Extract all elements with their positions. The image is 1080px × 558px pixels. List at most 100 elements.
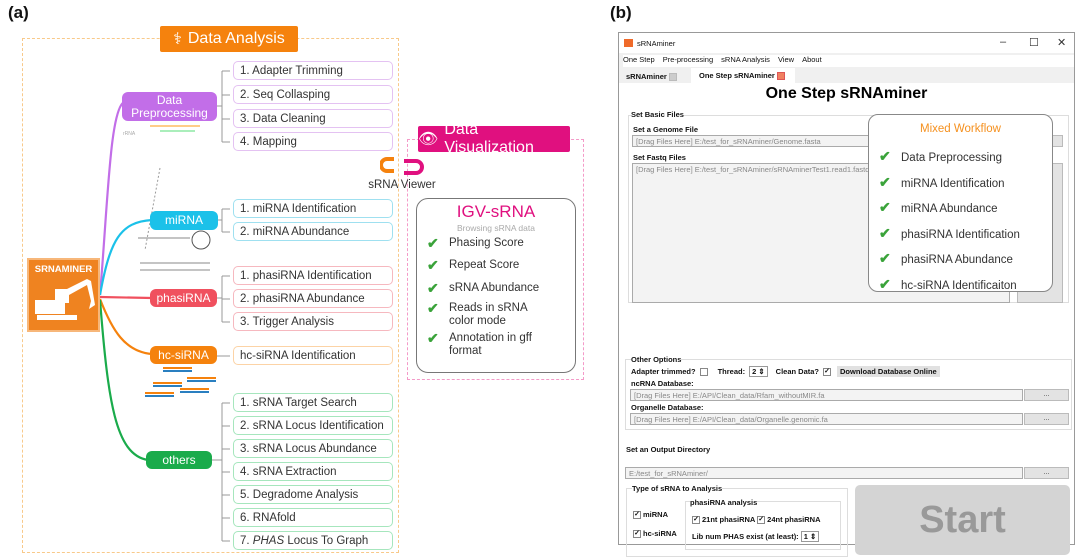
feature-label: Annotation in gff format — [449, 332, 532, 357]
igv-title: IGV-sRNA — [456, 202, 536, 221]
phasirna-group — [685, 501, 841, 550]
workflow-item: ✔ hc-siRNA Identificaiton — [879, 273, 1052, 299]
hc-sirna-checkbox[interactable]: ✓ hc-siRNA — [633, 529, 677, 539]
menu-one-step[interactable]: One Step — [623, 55, 655, 64]
feature-label: sRNA Abundance — [449, 282, 540, 294]
menu-bar: One Step Pre-processing sRNA Analysis Vi… — [623, 55, 1074, 67]
step-item: 1. Adapter Trimming — [233, 61, 393, 80]
check-icon: ✔ — [427, 280, 439, 296]
close-icon[interactable]: ✕ — [1057, 37, 1067, 49]
mixed-workflow-title: Mixed Workflow — [920, 123, 1001, 135]
step-item: 1. phasiRNA Identification — [233, 266, 393, 285]
ncrna-input[interactable]: [Drag Files Here] E:/API/Clean_data/Rfam… — [630, 389, 1023, 401]
tab-content: One Step sRNAminer Set Basic Files Set a… — [619, 83, 1074, 557]
data-analysis-badge: ⚕ Data Analysis — [160, 26, 298, 52]
group-title: Type of sRNA to Analysis — [632, 484, 723, 493]
tab-close-icon[interactable] — [776, 72, 785, 81]
eye-icon: 👁 — [418, 131, 439, 148]
check-icon: ✔ — [879, 173, 891, 190]
data-visualization-badge: 👁 Data Visualization — [418, 121, 570, 156]
branch-phasirna: phasiRNA — [150, 289, 217, 307]
feature-item: ✔ Repeat Score — [427, 257, 575, 282]
branch-others: others — [146, 451, 212, 469]
workflow-item: ✔ phasiRNA Identification — [879, 222, 1052, 248]
mixed-workflow-overlay: Mixed Workflow ✔ Data Preprocessing ✔ miRN… — [868, 114, 1053, 292]
organelle-label: Organelle Database: — [631, 403, 704, 412]
item-italic: PHAS — [252, 534, 285, 547]
feature-item: ✔ Phasing Score — [427, 235, 575, 259]
srna-viewer-label: sRNA Viewer — [368, 179, 436, 191]
feature-label: Phasing Score — [449, 237, 524, 249]
link-icon — [380, 157, 424, 175]
step-item: 4. Mapping — [233, 132, 393, 151]
feature-label: Repeat Score — [449, 259, 520, 271]
step-item: 5. Degradome Analysis — [233, 485, 393, 504]
nt21-checkbox[interactable]: ✓ 21nt phasiRNA — [692, 515, 756, 525]
app-icon — [624, 39, 633, 47]
branch-data-preprocessing: Data Preprocessing — [122, 92, 217, 121]
adapter-checkbox[interactable] — [699, 367, 708, 376]
check-icon: ✔ — [879, 148, 891, 164]
feature-label: Reads in sRNA color mode — [449, 302, 527, 327]
output-input[interactable]: E:/test_for_sRNAminer/ — [625, 467, 1023, 479]
tab-srnaminer[interactable]: sRNAminer — [623, 70, 682, 83]
other-options-group — [625, 359, 1072, 430]
igv-srna-card: IGV-sRNA Browsing sRNA data ✔ Phasing Sco… — [416, 198, 576, 373]
ncrna-label: ncRNA Database: — [631, 379, 694, 388]
step-item: 1. miRNA Identification — [233, 199, 393, 218]
step-item: 3. Data Cleaning — [233, 109, 393, 128]
workflow-item: ✔ miRNA Abundance — [879, 196, 1052, 222]
check-icon: ✔ — [879, 250, 891, 266]
group-title: Other Options — [631, 355, 682, 364]
feature-item: ✔ Annotation in gff format — [427, 330, 557, 358]
step-item: 6. RNAfold — [233, 508, 393, 527]
menu-srna-analysis[interactable]: sRNA Analysis — [721, 55, 770, 64]
dna-icon: ⚕ — [173, 31, 182, 48]
lib-num-row: Lib num PHAS exist (at least): 1 ⇕ — [692, 531, 820, 542]
feature-item: ✔ Reads in sRNA color mode — [427, 300, 547, 332]
check-icon: ✔ — [879, 275, 891, 292]
tab-close-icon[interactable] — [668, 73, 677, 82]
menu-view[interactable]: View — [777, 55, 795, 64]
start-button[interactable]: Start — [855, 485, 1070, 555]
check-icon: ✔ — [427, 300, 439, 316]
data-visualization-title: Data Visualization — [444, 121, 534, 156]
data-analysis-title: Data Analysis — [187, 30, 285, 47]
check-icon: ✔ — [427, 235, 439, 251]
rrna-label: rRNA — [123, 131, 136, 137]
output-browse-button[interactable]: ... — [1024, 467, 1069, 479]
title-bar: sRNAminer – ☐ ✕ — [619, 33, 1074, 53]
step-item: 3. sRNA Locus Abundance — [233, 439, 393, 458]
srnaminer-window: sRNAminer – ☐ ✕ One Step Pre-processing … — [618, 32, 1075, 557]
branch-mirna: miRNA — [150, 211, 218, 230]
output-label: Set an Output Directory — [626, 445, 711, 454]
organelle-browse-button[interactable]: ... — [1024, 413, 1069, 425]
menu-pre-processing[interactable]: Pre-processing — [662, 55, 714, 64]
minimize-icon[interactable]: – — [1000, 36, 1007, 48]
item-suffix: Locus To Graph — [284, 534, 369, 547]
clean-data-checkbox[interactable]: ✓ — [823, 367, 832, 376]
step-item: 3. Trigger Analysis — [233, 312, 393, 331]
organelle-input[interactable]: [Drag Files Here] E:/API/Clean_data/Orga… — [630, 413, 1023, 425]
ncrna-browse-button[interactable]: ... — [1024, 389, 1069, 401]
fastq-label: Set Fastq Files — [633, 153, 686, 162]
step-item: 4. sRNA Extraction — [233, 462, 393, 481]
download-database-button[interactable]: Download Database Online — [837, 366, 940, 377]
excavator-icon — [35, 279, 95, 320]
mirna-checkbox[interactable]: ✓ miRNA — [633, 510, 669, 520]
mindmap-connectors — [98, 70, 230, 542]
srna-type-group — [626, 488, 848, 557]
phasi-options: ✓ 21nt phasiRNA ✓ 24nt phasiRNA — [692, 515, 821, 525]
maximize-icon[interactable]: ☐ — [1029, 37, 1039, 49]
window-title: sRNAminer — [637, 39, 676, 48]
check-icon: ✔ — [427, 330, 439, 346]
tab-one-step-srnaminer[interactable]: One Step sRNAminer — [691, 68, 795, 83]
menu-about[interactable]: About — [802, 55, 822, 64]
panel-b-label: (b) — [610, 3, 632, 22]
check-icon: ✔ — [427, 257, 439, 273]
srnaminer-logo: SRNAMINER — [27, 258, 100, 332]
thread-spinbox[interactable]: 2 ⇕ — [749, 366, 768, 377]
lib-num-spinbox[interactable]: 1 ⇕ — [800, 531, 820, 542]
nt24-checkbox[interactable]: ✓ 24nt phasiRNA — [757, 515, 821, 525]
igv-subtitle: Browsing sRNA data — [457, 223, 535, 233]
